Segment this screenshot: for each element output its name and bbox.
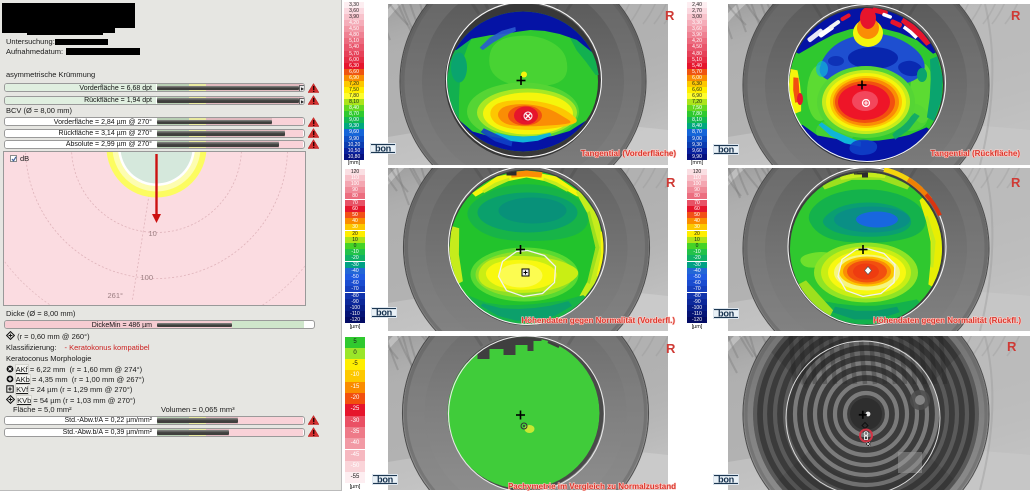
svg-text:bon: bon: [375, 144, 392, 154]
svg-text:10: 10: [149, 229, 157, 238]
svg-text:100: 100: [141, 273, 154, 282]
svg-text:bon: bon: [718, 475, 735, 485]
svg-text:bon: bon: [376, 308, 393, 318]
svg-text:261°: 261°: [108, 291, 124, 300]
svg-text:bon: bon: [718, 145, 735, 155]
svg-text:bon: bon: [377, 475, 394, 485]
svg-text:bon: bon: [718, 309, 735, 319]
